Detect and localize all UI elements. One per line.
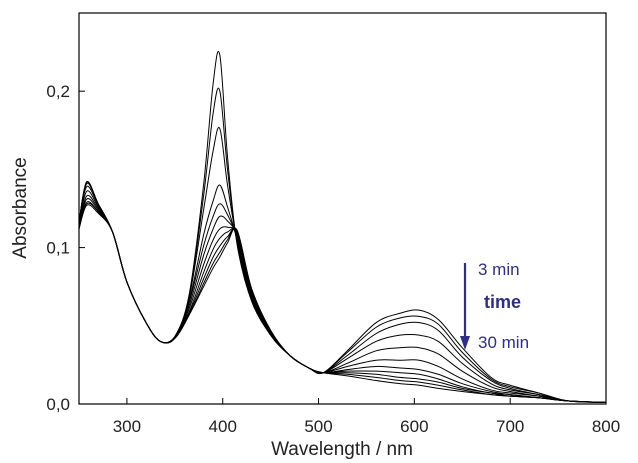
annotation-middle-label: time (484, 292, 521, 312)
spectrum-line-4 (78, 182, 607, 403)
x-tick-label-500: 500 (304, 417, 332, 436)
x-tick-label-700: 700 (496, 417, 524, 436)
annotation-start-label: 3 min (478, 260, 520, 279)
y-tick-label-0,0: 0,0 (46, 395, 70, 414)
x-axis: 300 400 500 600 700 800 (113, 398, 620, 436)
annotation-end-label: 30 min (478, 333, 529, 352)
x-tick-label-300: 300 (113, 417, 141, 436)
series-layer (78, 50, 607, 403)
y-axis-title: Absorbance (10, 157, 31, 258)
x-tick-label-600: 600 (400, 417, 428, 436)
x-tick-label-400: 400 (209, 417, 237, 436)
y-axis: 0,0 0,1 0,2 (46, 82, 85, 414)
time-arrow-head (460, 336, 470, 350)
x-axis-title: Wavelength / nm (271, 439, 413, 460)
x-tick-label-800: 800 (592, 417, 620, 436)
spectrum-line-5 (78, 185, 607, 403)
spectrum-line-11 (78, 204, 607, 403)
y-tick-label-0,1: 0,1 (46, 239, 70, 258)
y-tick-label-0,2: 0,2 (46, 82, 70, 101)
plot-frame (78, 12, 607, 405)
time-annotation: 3 min time 30 min (460, 260, 529, 352)
